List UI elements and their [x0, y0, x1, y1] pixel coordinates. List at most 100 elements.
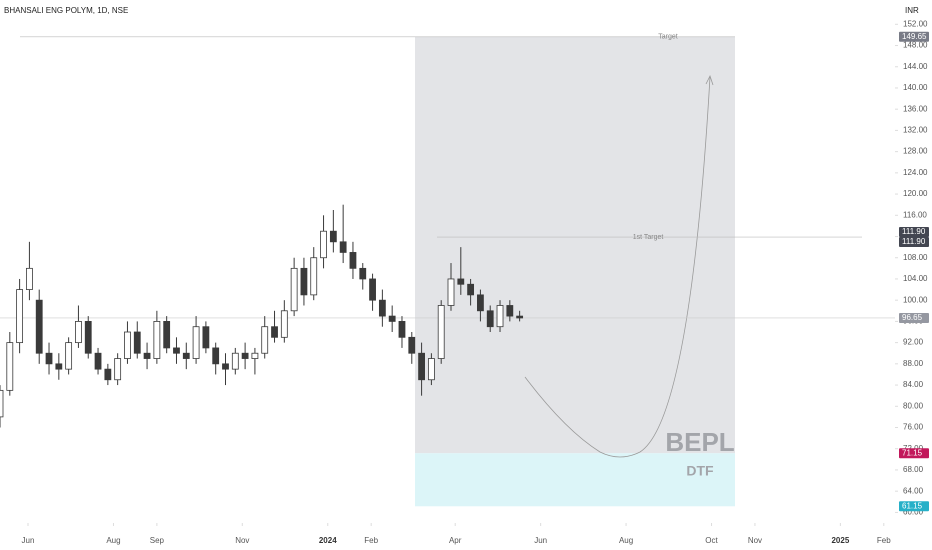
x-tick-label: Sep — [150, 536, 165, 545]
x-tick-label: Aug — [619, 536, 633, 545]
candle-body — [55, 363, 63, 370]
price-tag — [899, 237, 929, 248]
candle-body — [261, 326, 269, 354]
x-tick-label: Feb — [877, 536, 891, 545]
candle-body — [486, 310, 494, 328]
candle-body — [290, 267, 298, 312]
candle-body — [202, 326, 210, 349]
candle-body — [133, 331, 141, 354]
candle-body — [447, 278, 455, 306]
candle-body — [477, 294, 484, 312]
candle-body — [427, 358, 435, 381]
price-tag — [899, 227, 929, 238]
candle-body — [251, 352, 259, 359]
candle-body — [506, 305, 514, 317]
candle-body — [378, 299, 386, 317]
x-tick-label: Oct — [705, 536, 718, 545]
candle-body — [163, 320, 171, 349]
candle-body — [516, 315, 524, 319]
candle-body — [437, 305, 445, 359]
candle-body — [124, 331, 131, 359]
candle-body — [241, 352, 249, 359]
candle-body — [222, 363, 229, 370]
candle-body — [16, 289, 24, 344]
x-tick-label: 2024 — [319, 536, 337, 545]
y-tick-label: 60.00 — [903, 507, 924, 516]
y-tick-label: 92.00 — [903, 338, 924, 347]
candle-body — [418, 352, 425, 381]
price-tag — [899, 31, 929, 42]
y-tick-label: 88.00 — [903, 359, 924, 368]
y-tick-label: 148.00 — [903, 41, 928, 50]
candle-body — [75, 320, 82, 344]
candle-body — [271, 326, 278, 338]
target-label: 1st Target — [633, 234, 664, 241]
candle-body — [369, 278, 376, 301]
x-tick-label: Nov — [748, 536, 762, 545]
candle-body — [339, 241, 347, 253]
zone-text: DTF — [686, 463, 714, 479]
price-tag-label: 149.65 — [902, 32, 927, 41]
y-tick-label: 84.00 — [903, 380, 924, 389]
y-tick-label: 68.00 — [903, 465, 924, 474]
candle-body — [192, 326, 200, 359]
candle-body — [231, 352, 239, 370]
x-tick-label: Aug — [106, 536, 120, 545]
candle-body — [408, 336, 416, 354]
candle-body — [496, 305, 504, 328]
candle-body — [457, 278, 465, 285]
y-tick-label: 144.00 — [903, 62, 928, 71]
y-tick-label: 100.00 — [903, 295, 928, 304]
y-tick-label: 140.00 — [903, 83, 928, 92]
y-tick-label: 120.00 — [903, 189, 928, 198]
candle-body — [84, 320, 92, 354]
candle-body — [300, 267, 308, 296]
candle-body — [212, 347, 220, 365]
candle-body — [398, 320, 406, 338]
candle-body — [94, 352, 102, 370]
candle-body — [173, 347, 180, 354]
price-tag — [899, 448, 929, 459]
price-tag — [899, 501, 929, 512]
candle-body — [45, 352, 53, 365]
y-tick-label: 124.00 — [903, 168, 928, 177]
zone — [415, 453, 735, 507]
y-tick-label: 108.00 — [903, 253, 928, 262]
candle-body — [65, 342, 73, 370]
price-tag-label: 111.90 — [902, 227, 926, 236]
projection-arrow — [705, 74, 714, 86]
projection-curve — [524, 76, 711, 458]
x-tick-label: Jun — [22, 536, 35, 545]
price-tag-label: 61.15 — [902, 501, 923, 510]
zone — [415, 36, 735, 454]
chart-title: BHANSALI ENG POLYM, 1D, NSE — [4, 6, 128, 15]
y-tick-label: 76.00 — [903, 423, 924, 432]
target-label: Target — [658, 34, 678, 41]
candle-body — [280, 310, 288, 338]
x-tick-label: Feb — [364, 536, 378, 545]
candle-body — [153, 320, 161, 359]
candle-body — [114, 358, 122, 381]
candle-body — [104, 368, 112, 381]
price-tag-label: 71.15 — [902, 448, 923, 457]
price-tag-label: 96.65 — [902, 313, 923, 322]
x-tick-label: Nov — [235, 536, 249, 545]
y-tick-label: 104.00 — [903, 274, 928, 283]
y-tick-label: 80.00 — [903, 401, 924, 410]
x-tick-label: Jun — [534, 536, 547, 545]
y-tick-label: 132.00 — [903, 126, 928, 135]
x-tick-label: 2025 — [831, 536, 849, 545]
candle-body — [359, 267, 367, 280]
candle-body — [0, 389, 4, 418]
y-tick-label: 116.00 — [903, 210, 927, 219]
y-tick-label: 64.00 — [903, 486, 924, 495]
candle-body — [26, 267, 33, 290]
candle-body — [320, 230, 327, 259]
y-tick-label: 128.00 — [903, 147, 928, 156]
zone-text: BEPL — [665, 427, 734, 457]
y-tick-label: 152.00 — [903, 19, 928, 28]
y-tick-label: 136.00 — [903, 104, 928, 113]
candle-body — [388, 315, 396, 322]
y-axis-label: INR — [905, 6, 919, 15]
